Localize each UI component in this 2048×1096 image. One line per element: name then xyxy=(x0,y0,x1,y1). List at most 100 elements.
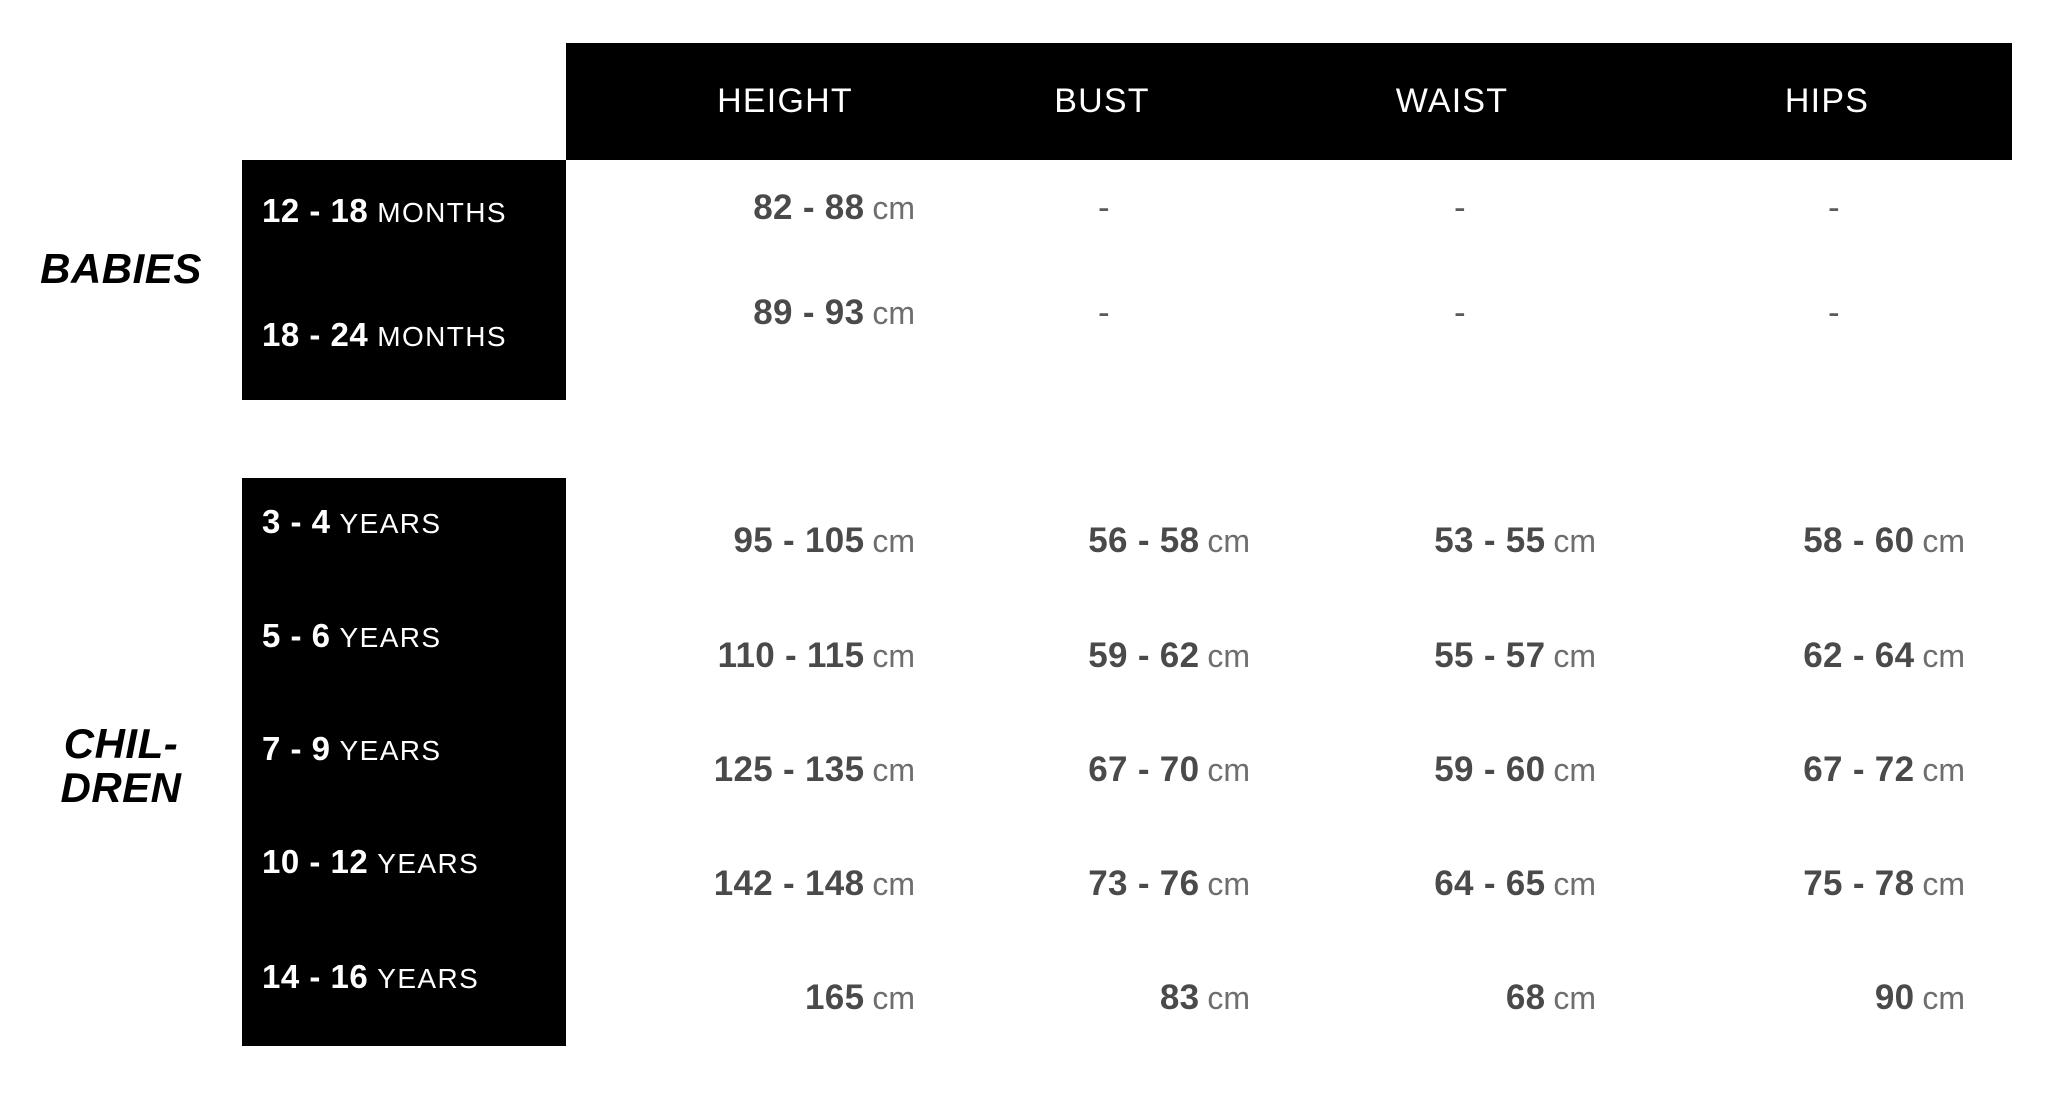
children-size-band xyxy=(242,478,566,1046)
size-unit: MONTHS xyxy=(377,321,507,352)
column-header-height: HEIGHT xyxy=(717,82,853,120)
cell-unit: cm xyxy=(1207,523,1250,559)
cell-value: - xyxy=(1098,293,1110,332)
cell-children-4-hips: 90 cm xyxy=(1665,980,1965,1015)
cell-value: 125 - 135 xyxy=(713,750,865,789)
cell-children-4-waist: 68 cm xyxy=(1300,980,1596,1015)
size-range: 10 - 12 xyxy=(262,843,369,880)
size-unit: YEARS xyxy=(377,848,480,879)
size-label-children-3: 10 - 12 YEARS xyxy=(262,845,479,878)
cell-value: 82 - 88 xyxy=(753,188,865,227)
cell-children-0-hips: 58 - 60 cm xyxy=(1665,523,1965,558)
cell-unit: cm xyxy=(1922,866,1965,902)
cell-value: - xyxy=(1828,188,1840,227)
size-range: 12 - 18 xyxy=(262,192,369,229)
cell-children-0-bust: 56 - 58 cm xyxy=(950,523,1250,558)
cell-unit: cm xyxy=(1922,523,1965,559)
size-label-babies-1: 18 - 24 MONTHS xyxy=(262,318,507,351)
size-label-children-4: 14 - 16 YEARS xyxy=(262,960,479,993)
cell-value: 95 - 105 xyxy=(733,521,865,560)
size-label-babies-0: 12 - 18 MONTHS xyxy=(262,194,507,227)
cell-children-2-waist: 59 - 60 cm xyxy=(1300,752,1596,787)
cell-unit: cm xyxy=(1207,752,1250,788)
cell-unit: cm xyxy=(872,523,915,559)
cell-children-2-bust: 67 - 70 cm xyxy=(950,752,1250,787)
cell-unit: cm xyxy=(872,190,915,226)
group-label-children: CHIL- DREN xyxy=(60,720,182,812)
cell-babies-1-waist: - xyxy=(1270,295,1466,330)
cell-unit: cm xyxy=(1553,752,1596,788)
cell-children-3-bust: 73 - 76 cm xyxy=(950,866,1250,901)
cell-children-4-height: 165 cm xyxy=(610,980,915,1015)
babies-size-band xyxy=(242,160,566,400)
cell-babies-1-height: 89 - 93 cm xyxy=(500,295,915,330)
cell-babies-0-height: 82 - 88 cm xyxy=(500,190,915,225)
column-header-hips: HIPS xyxy=(1784,82,1870,120)
cell-unit: cm xyxy=(1207,866,1250,902)
size-label-children-0: 3 - 4 YEARS xyxy=(262,505,441,538)
cell-value: 90 xyxy=(1874,978,1915,1017)
cell-children-4-bust: 83 cm xyxy=(950,980,1250,1015)
cell-children-3-height: 142 - 148 cm xyxy=(610,866,915,901)
cell-unit: cm xyxy=(1553,866,1596,902)
cell-unit: cm xyxy=(1922,638,1965,674)
cell-babies-1-hips: - xyxy=(1640,295,1840,330)
cell-children-3-waist: 64 - 65 cm xyxy=(1300,866,1596,901)
cell-value: 89 - 93 xyxy=(753,293,865,332)
cell-value: 53 - 55 xyxy=(1434,521,1546,560)
size-unit: MONTHS xyxy=(377,197,507,228)
cell-babies-0-hips: - xyxy=(1640,190,1840,225)
cell-value: - xyxy=(1098,188,1110,227)
cell-children-1-hips: 62 - 64 cm xyxy=(1665,638,1965,673)
column-header-waist: WAIST xyxy=(1395,82,1509,120)
size-unit: YEARS xyxy=(339,508,442,539)
cell-unit: cm xyxy=(1922,980,1965,1016)
cell-unit: cm xyxy=(872,866,915,902)
cell-value: 142 - 148 xyxy=(713,864,865,903)
size-range: 18 - 24 xyxy=(262,316,369,353)
size-label-children-2: 7 - 9 YEARS xyxy=(262,732,441,765)
cell-value: 62 - 64 xyxy=(1803,636,1915,675)
cell-value: - xyxy=(1454,188,1466,227)
cell-children-2-hips: 67 - 72 cm xyxy=(1665,752,1965,787)
cell-value: 59 - 60 xyxy=(1434,750,1546,789)
size-unit: YEARS xyxy=(377,963,480,994)
cell-unit: cm xyxy=(1207,980,1250,1016)
cell-value: 73 - 76 xyxy=(1088,864,1200,903)
cell-value: - xyxy=(1828,293,1840,332)
cell-children-1-waist: 55 - 57 cm xyxy=(1300,638,1596,673)
size-range: 14 - 16 xyxy=(262,958,369,995)
cell-value: 165 xyxy=(805,978,865,1017)
size-unit: YEARS xyxy=(339,735,442,766)
size-range: 3 - 4 xyxy=(262,503,331,540)
cell-children-1-bust: 59 - 62 cm xyxy=(950,638,1250,673)
cell-unit: cm xyxy=(1922,752,1965,788)
cell-value: 58 - 60 xyxy=(1803,521,1915,560)
cell-children-1-height: 110 - 115 cm xyxy=(610,638,915,673)
size-label-children-1: 5 - 6 YEARS xyxy=(262,619,441,652)
size-range: 5 - 6 xyxy=(262,617,331,654)
cell-unit: cm xyxy=(1553,523,1596,559)
cell-value: 67 - 70 xyxy=(1088,750,1200,789)
cell-unit: cm xyxy=(1553,638,1596,674)
size-range: 7 - 9 xyxy=(262,730,331,767)
cell-babies-0-waist: - xyxy=(1270,190,1466,225)
cell-value: 110 - 115 xyxy=(717,636,865,675)
header-band xyxy=(566,43,2012,160)
group-label-babies: BABIES xyxy=(40,245,202,292)
cell-value: 75 - 78 xyxy=(1803,864,1915,903)
cell-children-0-waist: 53 - 55 cm xyxy=(1300,523,1596,558)
cell-value: 83 xyxy=(1159,978,1200,1017)
cell-children-0-height: 95 - 105 cm xyxy=(610,521,916,560)
cell-value: 64 - 65 xyxy=(1434,864,1546,903)
cell-children-2-height: 125 - 135 cm xyxy=(610,752,915,787)
cell-unit: cm xyxy=(872,638,915,674)
cell-unit: cm xyxy=(872,295,915,331)
cell-children-3-hips: 75 - 78 cm xyxy=(1665,866,1965,901)
cell-unit: cm xyxy=(1553,980,1596,1016)
cell-unit: cm xyxy=(1207,638,1250,674)
cell-value: 68 xyxy=(1505,978,1546,1017)
cell-value: 67 - 72 xyxy=(1803,750,1915,789)
size-unit: YEARS xyxy=(339,622,442,653)
